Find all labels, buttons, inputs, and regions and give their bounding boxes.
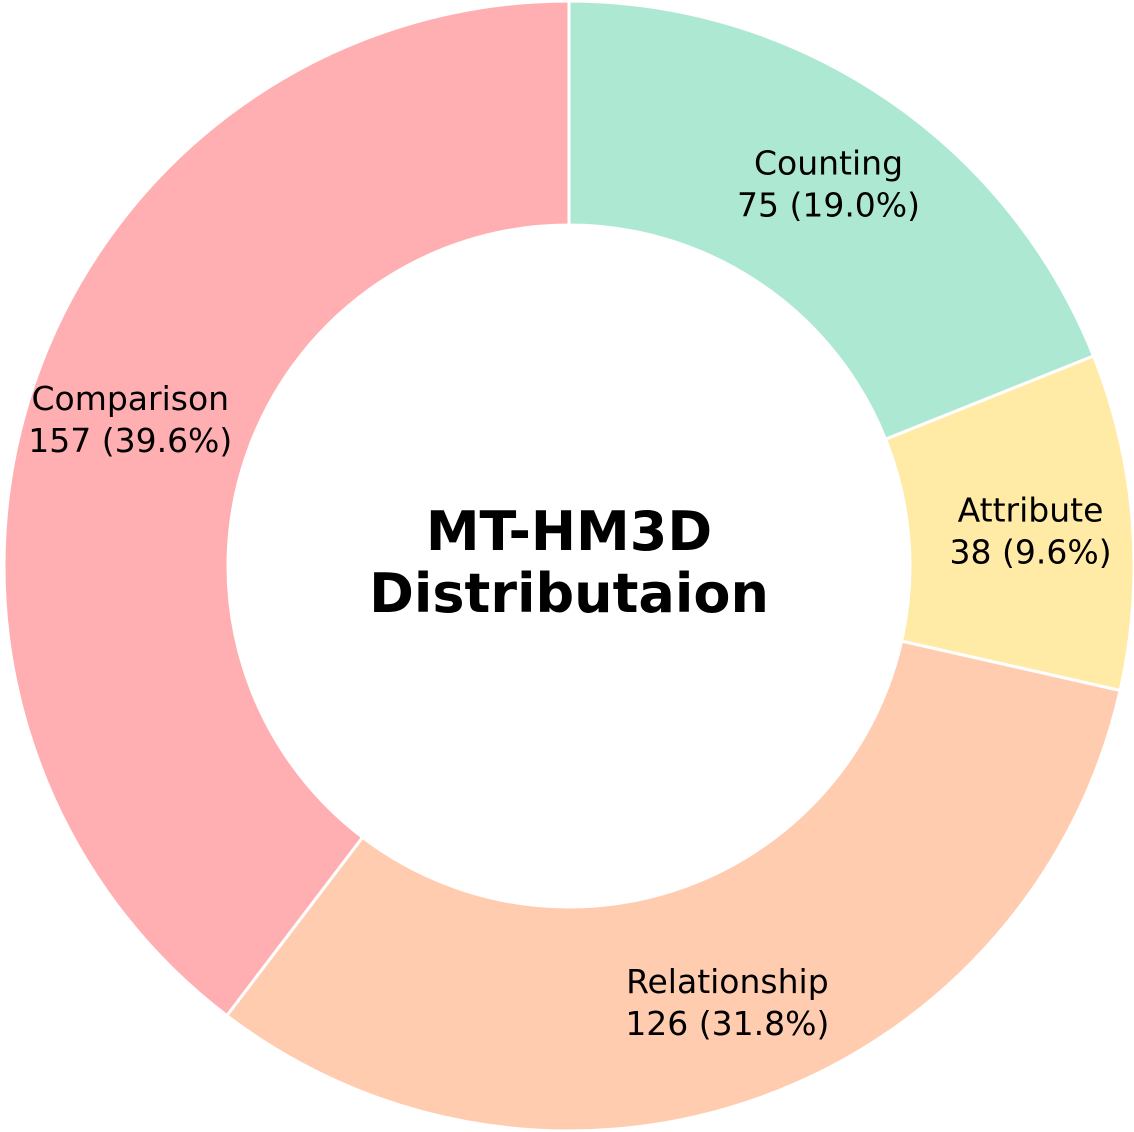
slice-value-label-counting: 75 (19.0%)	[737, 186, 920, 225]
chart-title-line-2: Distributaion	[369, 562, 769, 625]
slice-label-relationship: Relationship	[626, 962, 829, 1001]
slice-counting	[567, 0, 1096, 442]
slice-label-attribute: Attribute	[958, 490, 1104, 529]
slice-value-label-attribute: 38 (9.6%)	[950, 532, 1112, 571]
slice-label-comparison: Comparison	[31, 379, 229, 418]
slice-value-label-relationship: 126 (31.8%)	[625, 1004, 829, 1043]
slice-label-counting: Counting	[754, 144, 903, 183]
slice-relationship	[224, 639, 1122, 1132]
slice-comparison	[2, 0, 571, 1018]
chart-title-line-1: MT-HM3D	[426, 500, 712, 563]
slice-value-label-comparison: 157 (39.6%)	[28, 421, 232, 460]
